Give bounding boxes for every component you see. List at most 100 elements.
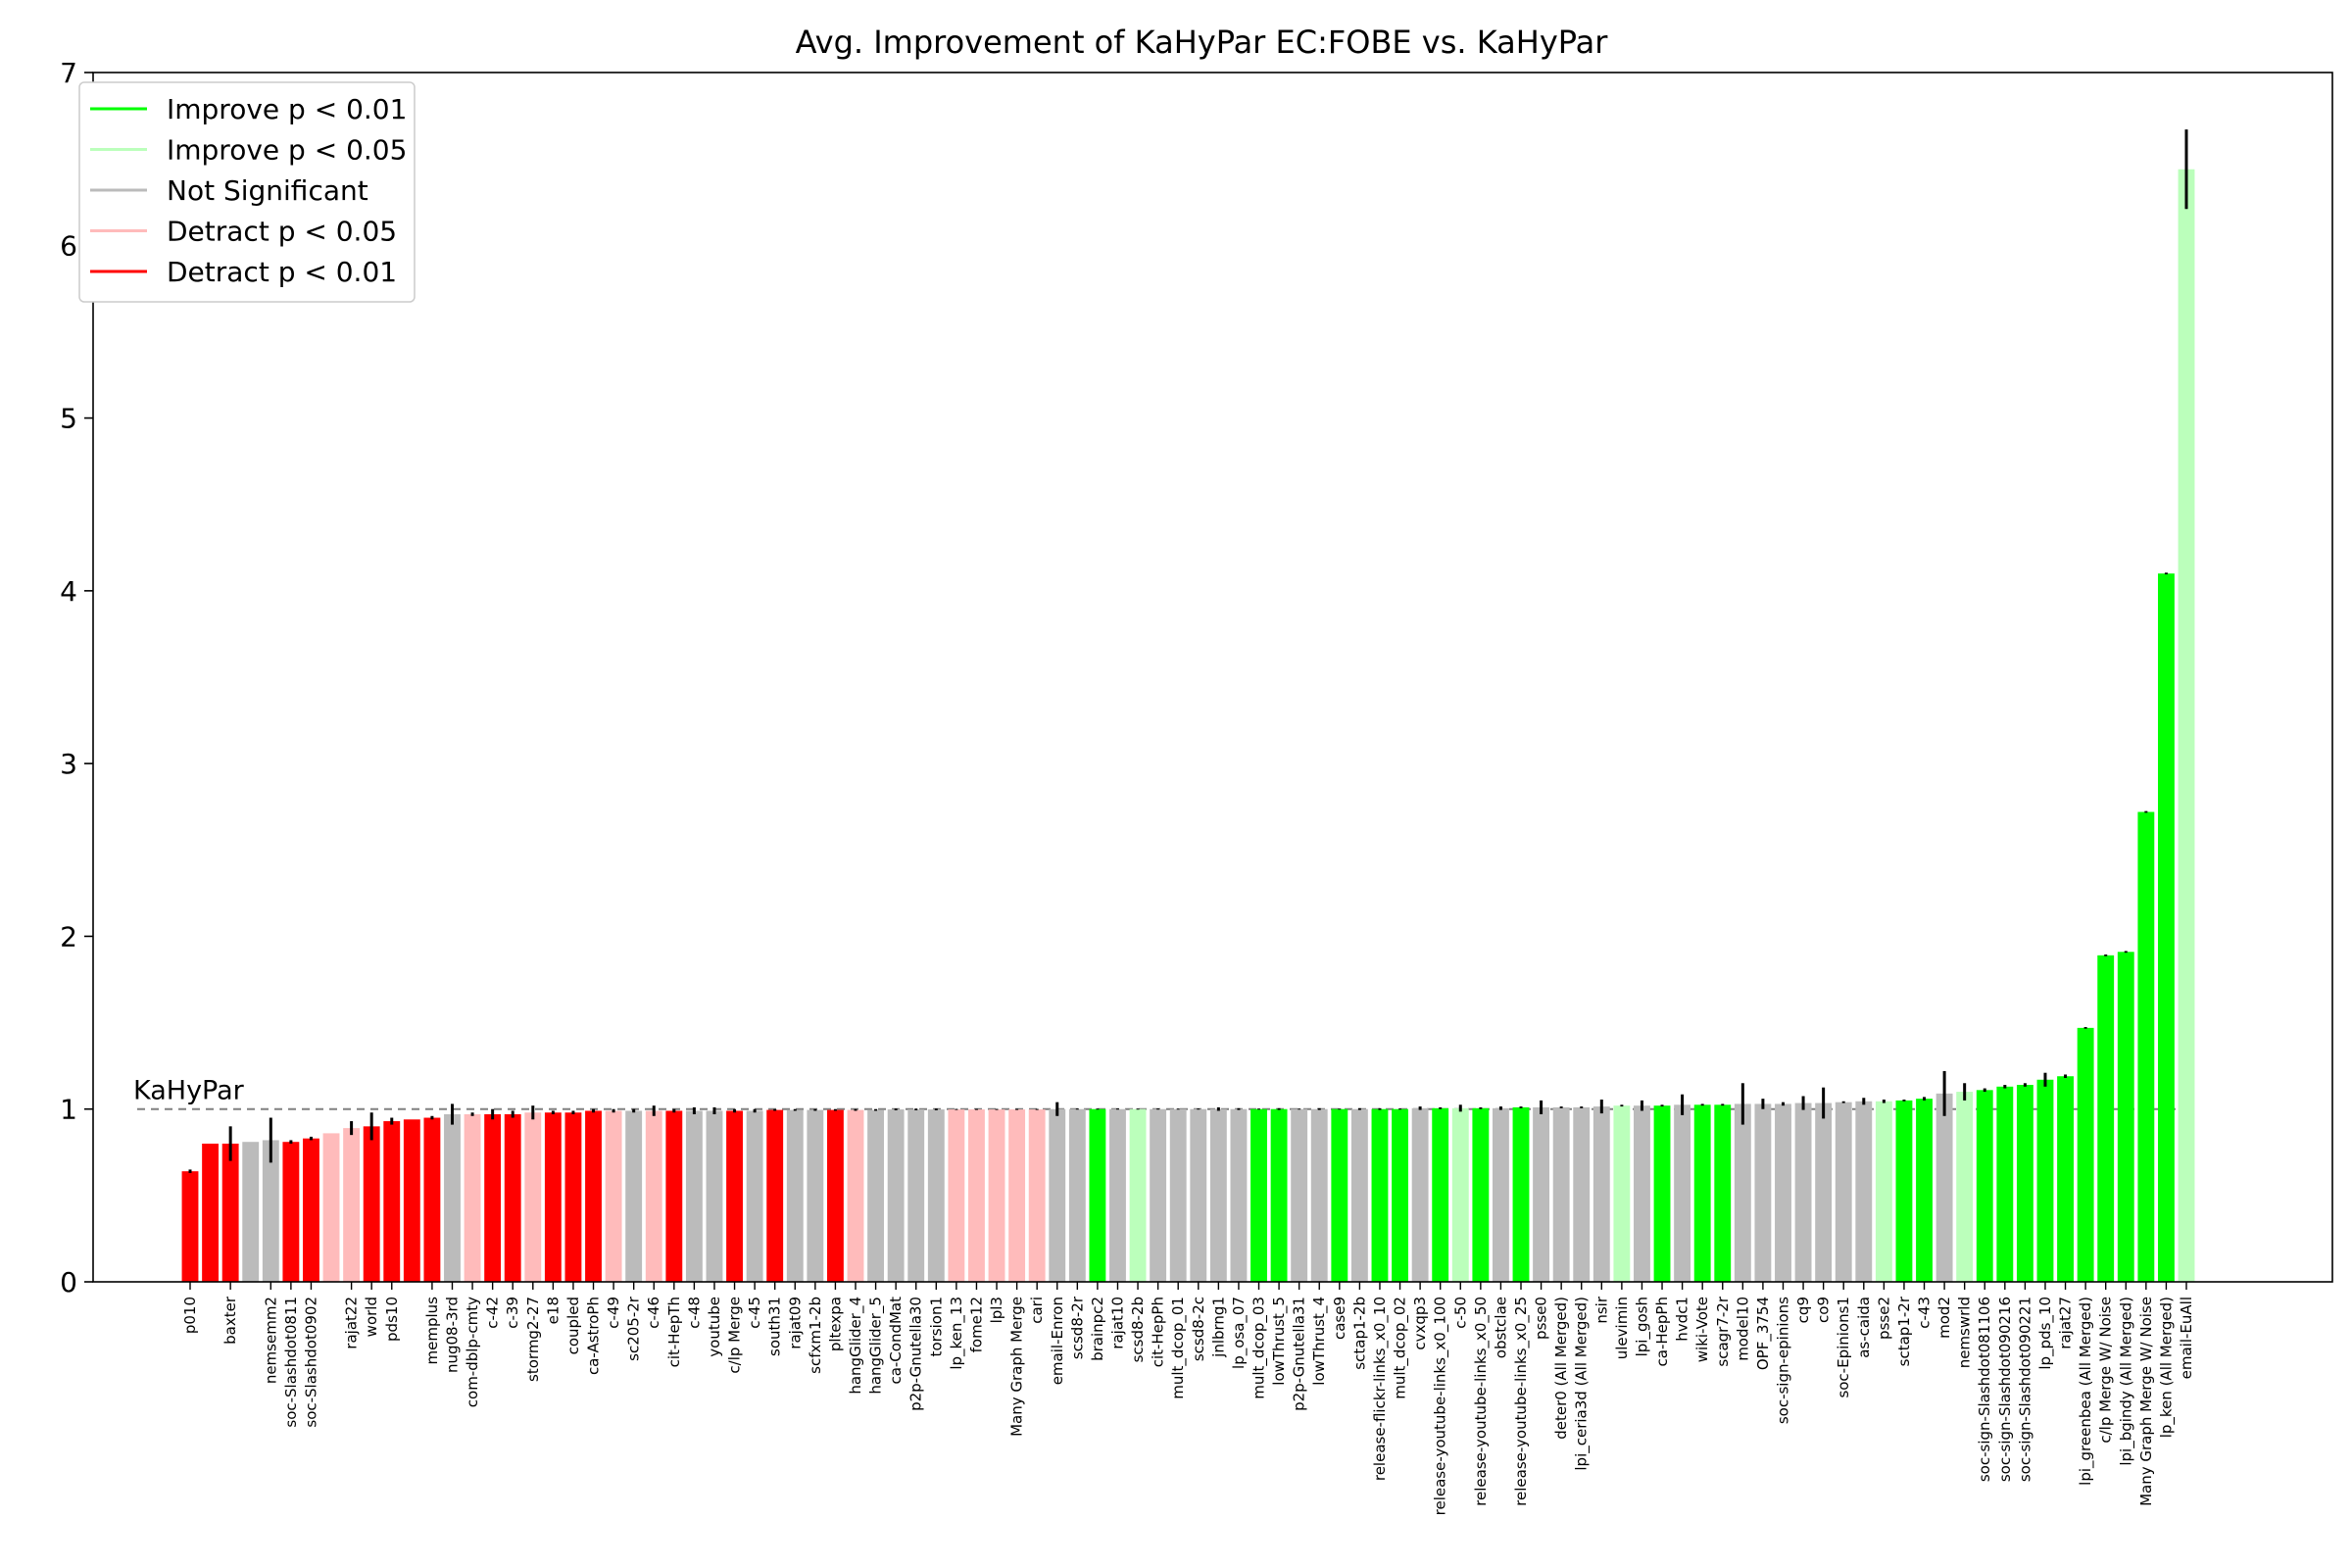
x-tick-label: case9 bbox=[1331, 1297, 1348, 1340]
x-tick-label: rajat09 bbox=[786, 1297, 804, 1349]
bar bbox=[2157, 573, 2175, 1282]
x-tick-label: c-45 bbox=[746, 1297, 763, 1329]
x-tick-label: c-48 bbox=[685, 1297, 703, 1329]
bar bbox=[1049, 1108, 1066, 1282]
bar bbox=[2178, 169, 2195, 1283]
bar bbox=[1371, 1108, 1389, 1282]
x-tick-label: nsir bbox=[1592, 1296, 1610, 1323]
x-tick-label: lpl3 bbox=[988, 1297, 1005, 1323]
x-tick-label: torsion1 bbox=[927, 1297, 945, 1356]
x-tick-label: lpi_greenbea (All Merged) bbox=[2077, 1297, 2095, 1486]
bar bbox=[907, 1109, 925, 1282]
x-tick-label: jnlbrng1 bbox=[1209, 1297, 1227, 1358]
x-tick-label: c/lp Merge bbox=[726, 1297, 744, 1374]
x-tick-label: deter0 (All Merged) bbox=[1552, 1297, 1570, 1440]
y-axis: 0 1 2 3 4 5 6 7 bbox=[60, 57, 93, 1298]
x-tick-label: lp_pds_10 bbox=[2036, 1297, 2055, 1370]
bar bbox=[826, 1109, 844, 1282]
bar bbox=[1472, 1107, 1490, 1282]
x-tick-label: co9 bbox=[1815, 1297, 1833, 1323]
x-tick-label: email-EuAll bbox=[2178, 1297, 2195, 1379]
x-tick-label: cit-HepTh bbox=[665, 1297, 683, 1367]
bar bbox=[585, 1110, 602, 1282]
bar bbox=[1270, 1108, 1288, 1282]
bar bbox=[1613, 1105, 1631, 1282]
x-tick-label: sctap1-2r bbox=[1895, 1296, 1913, 1366]
bar bbox=[1835, 1102, 1852, 1282]
x-tick-label: ca-AstroPh bbox=[585, 1297, 603, 1375]
x-tick-label: mult_dcop_03 bbox=[1250, 1297, 1269, 1399]
bar bbox=[625, 1110, 643, 1282]
x-tick-label: Many Graph Merge W/ Noise bbox=[2137, 1297, 2155, 1506]
bar bbox=[1068, 1108, 1086, 1282]
x-tick-label: ca-HepPh bbox=[1653, 1297, 1671, 1366]
bar bbox=[1875, 1101, 1892, 1282]
chart-title: Avg. Improvement of KaHyPar EC:FOBE vs. … bbox=[796, 24, 1609, 61]
bar bbox=[202, 1143, 220, 1282]
x-tick-label: scagr7-2r bbox=[1714, 1296, 1732, 1366]
bar bbox=[1230, 1108, 1248, 1282]
bar bbox=[564, 1112, 582, 1282]
bar bbox=[1190, 1108, 1207, 1282]
bar bbox=[1492, 1107, 1509, 1282]
x-tick-label: c-49 bbox=[605, 1297, 622, 1329]
x-tick-label: p2p-Gnutella31 bbox=[1291, 1297, 1308, 1411]
bar bbox=[1028, 1109, 1046, 1282]
x-tick-label: cvxqp3 bbox=[1411, 1297, 1429, 1350]
bar bbox=[1291, 1108, 1308, 1282]
bar bbox=[1895, 1100, 1913, 1282]
x-tick-label: release-flickr-links_x0_10 bbox=[1371, 1297, 1390, 1481]
x-tick-label: com-dblp-cmty bbox=[464, 1297, 481, 1407]
bar bbox=[464, 1114, 481, 1282]
bar bbox=[484, 1114, 502, 1282]
bar bbox=[262, 1140, 279, 1282]
x-tick-label: c-43 bbox=[1916, 1297, 1934, 1329]
x-tick-label: soc-sign-Slashdot090221 bbox=[2016, 1297, 2034, 1482]
x-tick-label: e18 bbox=[544, 1297, 562, 1324]
x-tick-label: ulevimin bbox=[1613, 1297, 1631, 1359]
x-tick-label: nug08-3rd bbox=[443, 1297, 461, 1373]
x-tick-label: scfxm1-2b bbox=[807, 1297, 824, 1374]
bar bbox=[685, 1110, 703, 1282]
x-tick-label: mod2 bbox=[1936, 1297, 1953, 1339]
x-tick-label: hvdc1 bbox=[1674, 1297, 1691, 1342]
y-tick-label: 6 bbox=[60, 229, 77, 262]
bar bbox=[322, 1133, 340, 1282]
bar bbox=[948, 1109, 965, 1282]
y-tick-label: 4 bbox=[60, 575, 77, 608]
y-tick-label: 0 bbox=[60, 1266, 77, 1298]
bar bbox=[2097, 955, 2115, 1282]
bar bbox=[544, 1112, 562, 1282]
bar bbox=[1250, 1108, 1267, 1282]
bar bbox=[1411, 1107, 1429, 1282]
x-tick-label: soc-sign-epinions bbox=[1774, 1297, 1791, 1424]
legend: Improve p < 0.01 Improve p < 0.05 Not Sign… bbox=[78, 81, 416, 303]
bar bbox=[867, 1109, 885, 1282]
legend-label: Improve p < 0.05 bbox=[167, 134, 407, 167]
bar bbox=[1129, 1108, 1147, 1282]
bar bbox=[1976, 1090, 1993, 1282]
x-tick-label: p010 bbox=[181, 1297, 199, 1334]
bar bbox=[2057, 1076, 2074, 1282]
x-tick-label: release-youtube-links_x0_25 bbox=[1512, 1297, 1531, 1506]
x-tick-label: ca-CondMat bbox=[887, 1297, 905, 1385]
x-tick-labels: p010 baxter nemsemm2 soc-Slashdot0811 soc-Sl… bbox=[181, 1282, 2195, 1515]
x-tick-label: sc205-2r bbox=[625, 1296, 643, 1361]
x-tick-label: memplus bbox=[423, 1297, 441, 1365]
x-tick-label: hangGlider_5 bbox=[867, 1297, 886, 1395]
bar bbox=[303, 1138, 319, 1282]
x-tick-label: brainpc2 bbox=[1089, 1297, 1106, 1361]
x-tick-label: pltexpa bbox=[826, 1297, 844, 1351]
x-tick-label: OPF_3754 bbox=[1754, 1297, 1773, 1370]
bar bbox=[1653, 1105, 1671, 1282]
x-tick-label: scsd8-2b bbox=[1129, 1297, 1147, 1362]
bar bbox=[423, 1117, 441, 1282]
y-tick-label: 7 bbox=[60, 57, 77, 89]
x-tick-label: baxter bbox=[221, 1296, 239, 1345]
bar bbox=[1331, 1108, 1348, 1282]
x-tick-label: c-46 bbox=[645, 1297, 662, 1329]
y-tick-label: 5 bbox=[60, 403, 77, 435]
x-tick-label: rajat27 bbox=[2057, 1297, 2075, 1349]
x-tick-label: coupled bbox=[564, 1297, 582, 1354]
legend-label: Detract p < 0.05 bbox=[167, 216, 397, 248]
